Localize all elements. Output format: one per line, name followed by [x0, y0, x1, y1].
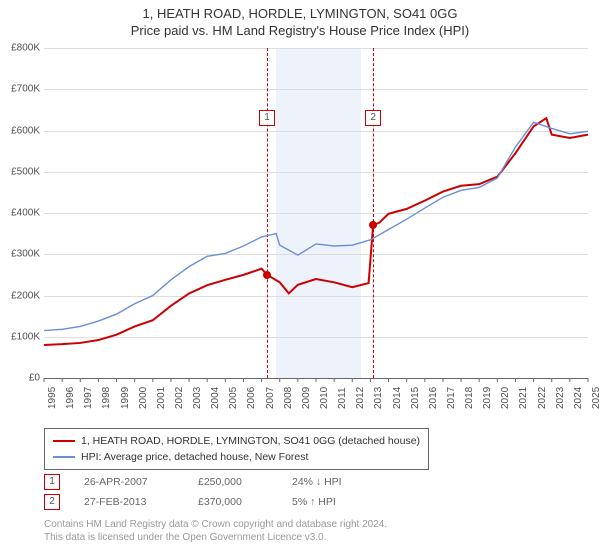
x-tick-label: 2003: [192, 387, 203, 409]
sale-marker-icon: 1: [44, 474, 60, 490]
x-tick-label: 2012: [355, 387, 366, 409]
x-tick-label: 2004: [210, 387, 221, 409]
x-tick-label: 1998: [101, 387, 112, 409]
y-tick-label: £800K: [2, 43, 40, 54]
footer-attribution: Contains HM Land Registry data © Crown c…: [44, 518, 387, 544]
y-tick-label: £700K: [2, 84, 40, 95]
chart-subtitle: Price paid vs. HM Land Registry's House …: [0, 21, 600, 42]
x-tick-label: 2014: [392, 387, 403, 409]
plot-area: £0£100K£200K£300K£400K£500K£600K£700K£80…: [44, 48, 588, 379]
legend: 1, HEATH ROAD, HORDLE, LYMINGTON, SO41 0…: [44, 428, 429, 470]
y-tick-label: £100K: [2, 331, 40, 342]
y-tick-label: £200K: [2, 290, 40, 301]
chart-container: 1, HEATH ROAD, HORDLE, LYMINGTON, SO41 0…: [0, 0, 600, 560]
y-tick-label: £0: [2, 373, 40, 384]
legend-label: HPI: Average price, detached house, New …: [81, 449, 308, 465]
x-tick-label: 2020: [500, 387, 511, 409]
sale-point-icon: [263, 271, 271, 279]
x-tick-label: 2025: [591, 387, 600, 409]
x-tick-label: 2024: [573, 387, 584, 409]
x-tick-label: 2008: [283, 387, 294, 409]
y-tick-label: £600K: [2, 125, 40, 136]
series-price_paid: [44, 118, 588, 345]
chart-title: 1, HEATH ROAD, HORDLE, LYMINGTON, SO41 0…: [0, 0, 600, 21]
x-tick-label: 2006: [246, 387, 257, 409]
x-tick-label: 2021: [518, 387, 529, 409]
sale-date: 26-APR-2007: [84, 472, 174, 492]
x-tick-label: 2013: [373, 387, 384, 409]
sale-marker-icon: 2: [44, 494, 60, 510]
series-hpi: [44, 122, 588, 330]
x-tick-label: 1997: [83, 387, 94, 409]
x-tick-label: 2022: [537, 387, 548, 409]
sale-marker-icon: 1: [259, 110, 275, 126]
x-tick-label: 2009: [301, 387, 312, 409]
x-tick-label: 2000: [138, 387, 149, 409]
x-tick-label: 2017: [446, 387, 457, 409]
y-tick-label: £300K: [2, 249, 40, 260]
sale-row: 1 26-APR-2007 £250,000 24% ↓ HPI: [44, 472, 342, 492]
y-tick-label: £500K: [2, 166, 40, 177]
footer-line: Contains HM Land Registry data © Crown c…: [44, 518, 387, 531]
x-tick-label: 2018: [464, 387, 475, 409]
x-tick-label: 2001: [156, 387, 167, 409]
legend-item: 1, HEATH ROAD, HORDLE, LYMINGTON, SO41 0…: [53, 433, 420, 449]
sale-date: 27-FEB-2013: [84, 492, 174, 512]
sale-row: 2 27-FEB-2013 £370,000 5% ↑ HPI: [44, 492, 342, 512]
x-tick-label: 1996: [65, 387, 76, 409]
legend-swatch: [53, 440, 75, 442]
x-tick-label: 2011: [337, 387, 348, 409]
sale-price: £370,000: [198, 492, 268, 512]
sale-price: £250,000: [198, 472, 268, 492]
sale-marker-icon: 2: [365, 110, 381, 126]
sale-point-icon: [369, 221, 377, 229]
legend-label: 1, HEATH ROAD, HORDLE, LYMINGTON, SO41 0…: [81, 433, 420, 449]
x-tick-label: 2023: [555, 387, 566, 409]
x-tick-label: 1995: [47, 387, 58, 409]
x-tick-label: 2007: [265, 387, 276, 409]
x-tick-label: 2002: [174, 387, 185, 409]
chart-svg: [44, 48, 588, 378]
legend-swatch: [53, 456, 75, 458]
sales-table: 1 26-APR-2007 £250,000 24% ↓ HPI 2 27-FE…: [44, 472, 342, 512]
sale-delta: 5% ↑ HPI: [292, 492, 336, 512]
x-tick-label: 2005: [228, 387, 239, 409]
x-tick-label: 2010: [319, 387, 330, 409]
x-tick-label: 1999: [120, 387, 131, 409]
x-tick-label: 2016: [428, 387, 439, 409]
x-tick-label: 2019: [482, 387, 493, 409]
y-tick-label: £400K: [2, 208, 40, 219]
sale-delta: 24% ↓ HPI: [292, 472, 342, 492]
x-tick-label: 2015: [410, 387, 421, 409]
footer-line: This data is licensed under the Open Gov…: [44, 531, 387, 544]
legend-item: HPI: Average price, detached house, New …: [53, 449, 420, 465]
